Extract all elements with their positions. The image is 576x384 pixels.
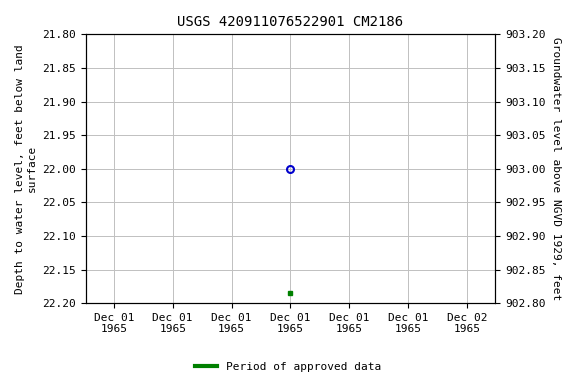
Title: USGS 420911076522901 CM2186: USGS 420911076522901 CM2186: [177, 15, 403, 29]
Y-axis label: Groundwater level above NGVD 1929, feet: Groundwater level above NGVD 1929, feet: [551, 37, 561, 300]
Legend: Period of approved data: Period of approved data: [191, 358, 385, 377]
Y-axis label: Depth to water level, feet below land
surface: Depth to water level, feet below land su…: [15, 44, 37, 294]
